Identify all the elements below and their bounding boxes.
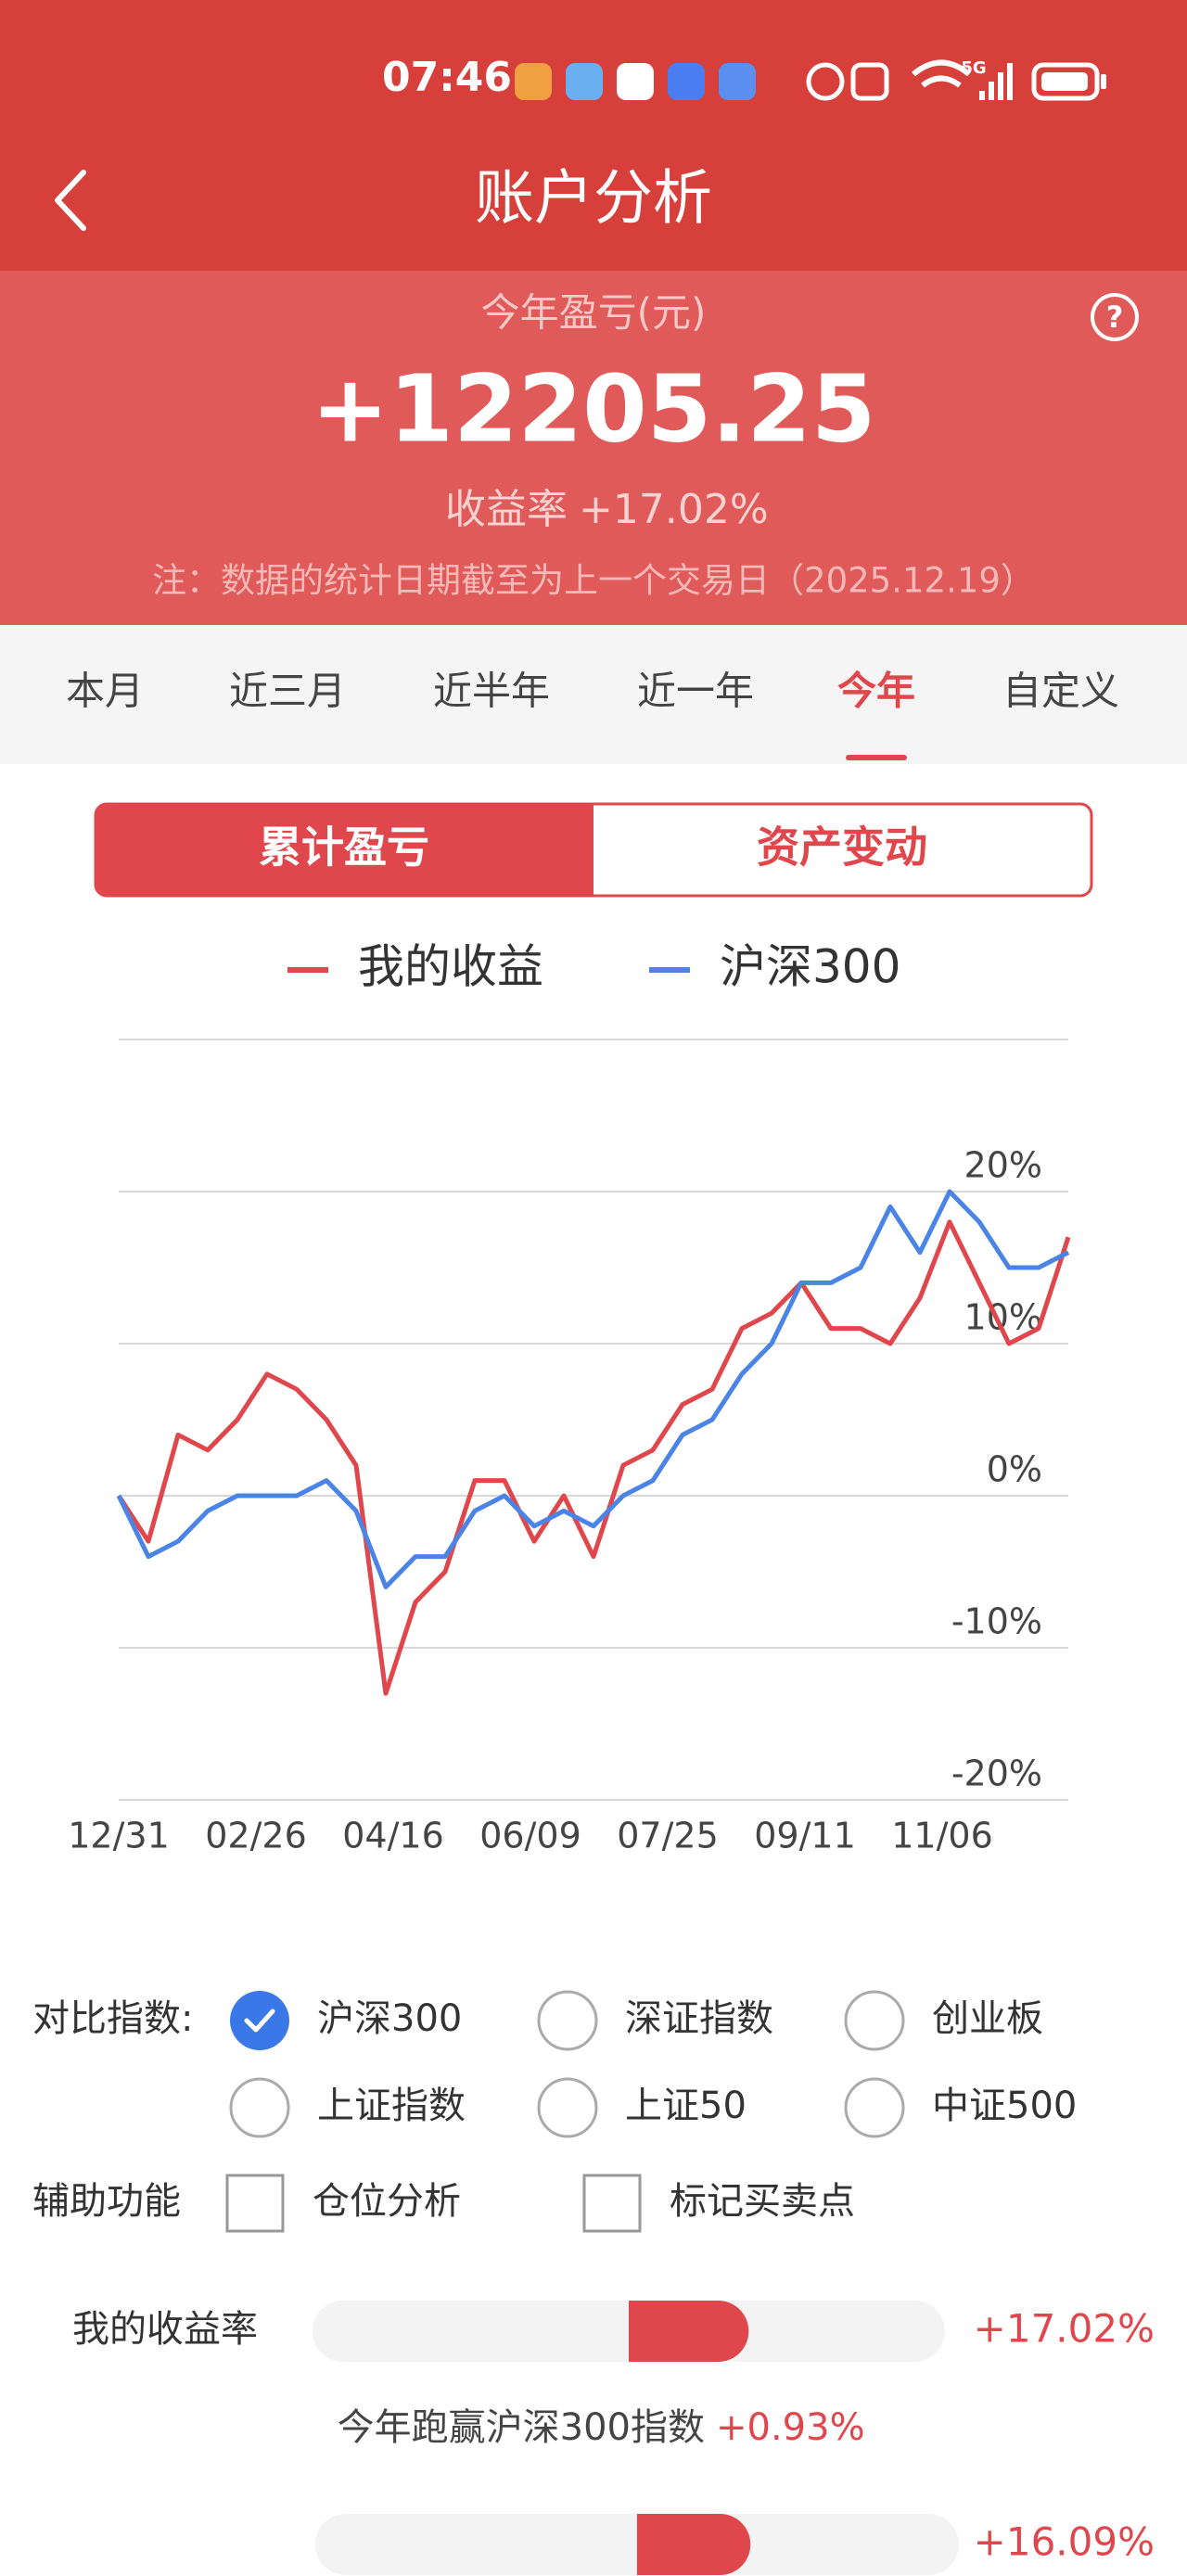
x-tick-label: 04/16 <box>342 1816 444 1856</box>
radio-label[interactable]: 上证50 <box>625 2085 747 2127</box>
rate-label: 收益率 <box>445 486 568 533</box>
tab[interactable]: 自定义 <box>1002 669 1119 714</box>
x-tick-label: 09/11 <box>754 1816 856 1856</box>
help-button[interactable]: ? <box>1091 293 1139 341</box>
toggle-option[interactable]: 资产变动 <box>757 823 927 873</box>
tab[interactable]: 近一年 <box>637 669 754 714</box>
performance-label: 我的收益率 <box>72 2308 258 2351</box>
legend-label: 沪深300 <box>720 940 900 994</box>
x-tick-label: 12/31 <box>68 1816 170 1856</box>
x-tick-label: 07/25 <box>617 1816 719 1856</box>
x-tick-label: 06/09 <box>479 1816 581 1856</box>
tab[interactable]: 今年 <box>837 669 915 714</box>
radio[interactable] <box>537 1990 598 2051</box>
radio-label[interactable]: 沪深300 <box>317 1997 462 2040</box>
series-line <box>116 1219 1071 1696</box>
checkbox[interactable] <box>582 2174 642 2233</box>
back-button[interactable] <box>55 170 86 231</box>
y-tick-label: 0% <box>987 1449 1042 1490</box>
radio[interactable] <box>229 2077 290 2138</box>
summary-note: 注：数据的统计日期截至为上一个交易日（2025.12.19） <box>152 561 1035 601</box>
radio-label[interactable]: 深证指数 <box>625 1997 773 2040</box>
toggle-active-bg <box>96 804 594 896</box>
x-tick-label: 02/26 <box>205 1816 307 1856</box>
y-tick-label: -20% <box>951 1753 1042 1794</box>
bar-fill <box>629 2301 749 2362</box>
tabs-bg <box>0 625 1187 764</box>
radio-label[interactable]: 创业板 <box>932 1997 1043 2040</box>
radio[interactable] <box>844 1990 905 2051</box>
y-tick-label: 20% <box>964 1145 1042 1186</box>
checkbox-label[interactable]: 标记买卖点 <box>670 2180 855 2223</box>
tab[interactable]: 近三月 <box>229 669 346 714</box>
status-icons <box>515 59 1106 101</box>
radio-checked[interactable] <box>230 1991 289 2050</box>
radio-check <box>244 2009 275 2033</box>
beat-value: +0.93% <box>716 2406 865 2449</box>
summary-amount: +12205.25 <box>312 354 876 463</box>
tab[interactable]: 近半年 <box>433 669 550 714</box>
rate-value: +17.02% <box>579 486 769 533</box>
legend-label: 我的收益 <box>358 940 543 994</box>
summary-label: 今年盈亏(元) <box>481 290 707 336</box>
toggle-option[interactable]: 累计盈亏 <box>259 823 429 873</box>
radio-label[interactable]: 上证指数 <box>317 2085 466 2127</box>
series-line <box>116 1189 1070 1589</box>
radio-label[interactable]: 中证500 <box>932 2085 1077 2127</box>
page-title: 账户分析 <box>475 165 712 234</box>
radio[interactable] <box>844 2077 905 2138</box>
tab[interactable]: 本月 <box>66 669 144 714</box>
summary-bg <box>0 271 1187 625</box>
radio[interactable] <box>537 2077 598 2138</box>
y-tick-label: -10% <box>951 1601 1042 1642</box>
assist-label: 辅助功能 <box>32 2180 181 2223</box>
checkbox[interactable] <box>225 2174 285 2233</box>
header-bg <box>0 0 1187 271</box>
tab-underline <box>846 755 907 760</box>
status-network: 5G <box>961 58 986 78</box>
bar-fill <box>637 2514 751 2575</box>
performance-value: +17.02% <box>974 2306 1155 2352</box>
beat-text: 今年跑赢沪深300指数 <box>338 2406 705 2449</box>
x-tick-label: 11/06 <box>891 1816 993 1856</box>
svg-text:?: ? <box>1106 300 1124 335</box>
performance-value: +16.09% <box>974 2519 1155 2565</box>
status-time: 07:46 <box>382 54 512 101</box>
compare-label: 对比指数: <box>32 1997 193 2040</box>
checkbox-label[interactable]: 仓位分析 <box>313 2180 461 2223</box>
